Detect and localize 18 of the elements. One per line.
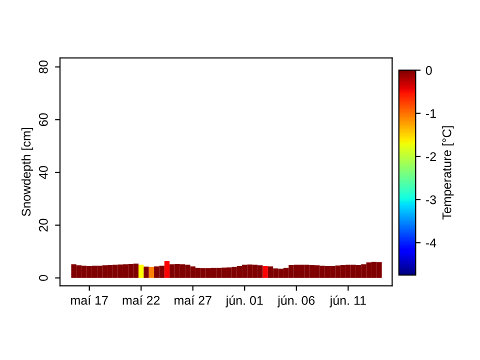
y-axis-title: Snowdepth [cm] [21, 128, 34, 216]
color-bar-label: -4 [426, 238, 436, 248]
x-tick-label: jún. 01 [226, 296, 263, 308]
y-tick-label: 20 [38, 218, 48, 232]
x-tick-label: jún. 06 [277, 296, 315, 308]
color-bar-label: -2 [426, 152, 436, 161]
color-bar-label: -1 [426, 109, 436, 118]
x-tick-label: maí 22 [122, 295, 160, 305]
x-tick-label: maí 27 [174, 295, 212, 305]
y-tick-label: 0 [38, 274, 48, 281]
y-tick-label: 60 [38, 113, 48, 126]
y-tick-label: 80 [38, 60, 48, 74]
color-bar-title: Temperature [°C] [442, 126, 454, 220]
color-bar-label: 0 [426, 66, 432, 75]
x-tick-label: maí 17 [71, 295, 108, 305]
x-tick-label: jún. 11 [330, 296, 366, 308]
color-bar-label: -3 [426, 195, 436, 204]
y-tick-label: 40 [38, 166, 48, 180]
